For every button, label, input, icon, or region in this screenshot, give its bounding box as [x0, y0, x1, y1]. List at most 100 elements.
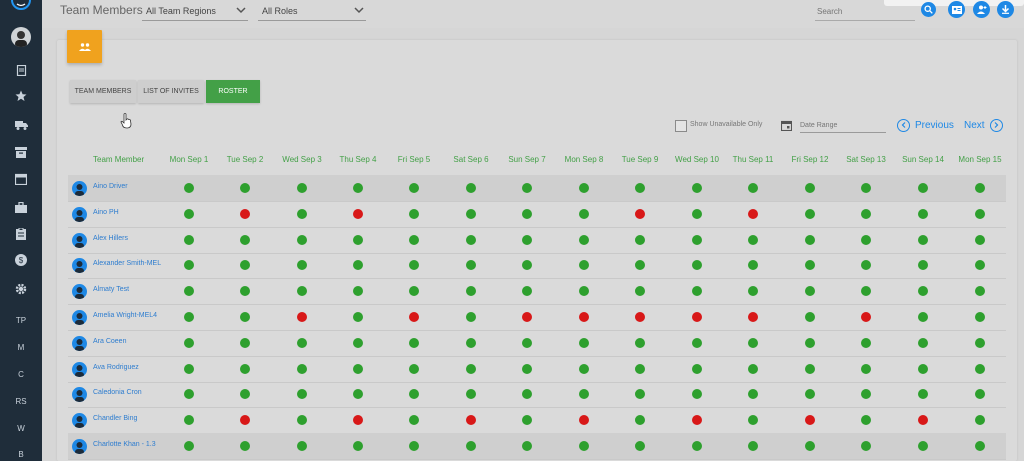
availability-dot-available[interactable]: [579, 441, 589, 451]
date-range-input[interactable]: [800, 118, 886, 133]
sidebar-item-rs[interactable]: RS: [15, 396, 27, 406]
availability-dot-available[interactable]: [692, 183, 702, 193]
availability-dot-available[interactable]: [522, 286, 532, 297]
availability-dot-available[interactable]: [579, 363, 589, 374]
availability-dot-unavailable[interactable]: [748, 312, 758, 322]
availability-dot-available[interactable]: [184, 312, 194, 322]
availability-dot-available[interactable]: [692, 337, 702, 348]
availability-dot-available[interactable]: [409, 208, 419, 219]
availability-dot-available[interactable]: [861, 337, 871, 348]
availability-dot-available[interactable]: [861, 183, 871, 193]
availability-dot-available[interactable]: [409, 441, 419, 451]
availability-dot-available[interactable]: [635, 337, 645, 348]
availability-dot-available[interactable]: [353, 363, 363, 374]
availability-dot-available[interactable]: [805, 260, 815, 271]
availability-dot-available[interactable]: [297, 260, 307, 271]
availability-dot-unavailable[interactable]: [466, 415, 476, 426]
availability-dot-available[interactable]: [184, 286, 194, 297]
availability-dot-available[interactable]: [353, 389, 363, 400]
member-name-link[interactable]: Caledonia Cron: [93, 389, 142, 397]
region-select[interactable]: All Team Regions: [142, 2, 248, 21]
availability-dot-available[interactable]: [240, 389, 250, 400]
availability-dot-available[interactable]: [240, 441, 250, 451]
availability-dot-available[interactable]: [975, 260, 985, 271]
gear-icon[interactable]: [0, 281, 42, 297]
tab-roster[interactable]: ROSTER: [206, 80, 260, 103]
availability-dot-available[interactable]: [297, 389, 307, 400]
availability-dot-available[interactable]: [918, 234, 928, 245]
availability-dot-available[interactable]: [184, 415, 194, 426]
availability-dot-available[interactable]: [748, 415, 758, 426]
availability-dot-available[interactable]: [409, 415, 419, 426]
availability-dot-available[interactable]: [353, 183, 363, 193]
calendar-icon[interactable]: [781, 120, 792, 131]
availability-dot-available[interactable]: [805, 363, 815, 374]
member-name-link[interactable]: Almaty Test: [93, 286, 130, 294]
clipboard-icon[interactable]: [0, 226, 42, 242]
availability-dot-unavailable[interactable]: [409, 312, 419, 322]
sidebar-item-w[interactable]: W: [17, 423, 25, 433]
availability-dot-available[interactable]: [975, 183, 985, 193]
availability-dot-available[interactable]: [918, 208, 928, 219]
availability-dot-available[interactable]: [918, 389, 928, 400]
member-name-link[interactable]: Charlotte Khan - 1.3: [93, 441, 156, 448]
availability-dot-available[interactable]: [748, 234, 758, 245]
availability-dot-available[interactable]: [635, 389, 645, 400]
availability-dot-available[interactable]: [409, 234, 419, 245]
availability-dot-available[interactable]: [635, 260, 645, 271]
show-unavailable-checkbox[interactable]: [675, 120, 687, 132]
availability-dot-available[interactable]: [522, 337, 532, 348]
availability-dot-available[interactable]: [918, 312, 928, 322]
availability-dot-available[interactable]: [409, 363, 419, 374]
availability-dot-available[interactable]: [918, 441, 928, 451]
availability-dot-available[interactable]: [240, 337, 250, 348]
availability-dot-available[interactable]: [579, 337, 589, 348]
availability-dot-available[interactable]: [579, 389, 589, 400]
availability-dot-available[interactable]: [861, 286, 871, 297]
availability-dot-available[interactable]: [409, 286, 419, 297]
availability-dot-available[interactable]: [805, 286, 815, 297]
availability-dot-available[interactable]: [466, 208, 476, 219]
availability-dot-available[interactable]: [635, 363, 645, 374]
availability-dot-available[interactable]: [805, 208, 815, 219]
availability-dot-available[interactable]: [297, 183, 307, 193]
availability-dot-available[interactable]: [748, 286, 758, 297]
availability-dot-available[interactable]: [635, 183, 645, 193]
availability-dot-available[interactable]: [522, 208, 532, 219]
availability-dot-available[interactable]: [466, 234, 476, 245]
availability-dot-unavailable[interactable]: [692, 415, 702, 426]
availability-dot-available[interactable]: [748, 260, 758, 271]
search-button[interactable]: [921, 2, 936, 17]
availability-dot-available[interactable]: [240, 260, 250, 271]
availability-dot-available[interactable]: [975, 389, 985, 400]
availability-dot-available[interactable]: [692, 260, 702, 271]
availability-dot-unavailable[interactable]: [861, 312, 871, 322]
availability-dot-available[interactable]: [240, 234, 250, 245]
availability-dot-available[interactable]: [861, 208, 871, 219]
availability-dot-available[interactable]: [975, 286, 985, 297]
availability-dot-available[interactable]: [522, 183, 532, 193]
previous-button[interactable]: Previous: [897, 118, 954, 132]
availability-dot-available[interactable]: [297, 208, 307, 219]
availability-dot-unavailable[interactable]: [353, 415, 363, 426]
availability-dot-available[interactable]: [975, 234, 985, 245]
availability-dot-unavailable[interactable]: [240, 208, 250, 219]
availability-dot-available[interactable]: [692, 208, 702, 219]
availability-dot-available[interactable]: [805, 389, 815, 400]
add-user-button[interactable]: [973, 1, 990, 18]
availability-dot-available[interactable]: [522, 389, 532, 400]
availability-dot-available[interactable]: [353, 441, 363, 451]
availability-dot-available[interactable]: [805, 183, 815, 193]
availability-dot-available[interactable]: [579, 208, 589, 219]
availability-dot-available[interactable]: [353, 260, 363, 271]
logo-icon[interactable]: [11, 0, 31, 14]
availability-dot-available[interactable]: [692, 286, 702, 297]
calendar-icon[interactable]: [0, 171, 42, 187]
availability-dot-unavailable[interactable]: [692, 312, 702, 322]
availability-dot-available[interactable]: [409, 260, 419, 271]
availability-dot-available[interactable]: [297, 363, 307, 374]
availability-dot-available[interactable]: [805, 234, 815, 245]
availability-dot-available[interactable]: [635, 441, 645, 451]
availability-dot-available[interactable]: [240, 183, 250, 193]
availability-dot-available[interactable]: [466, 183, 476, 193]
